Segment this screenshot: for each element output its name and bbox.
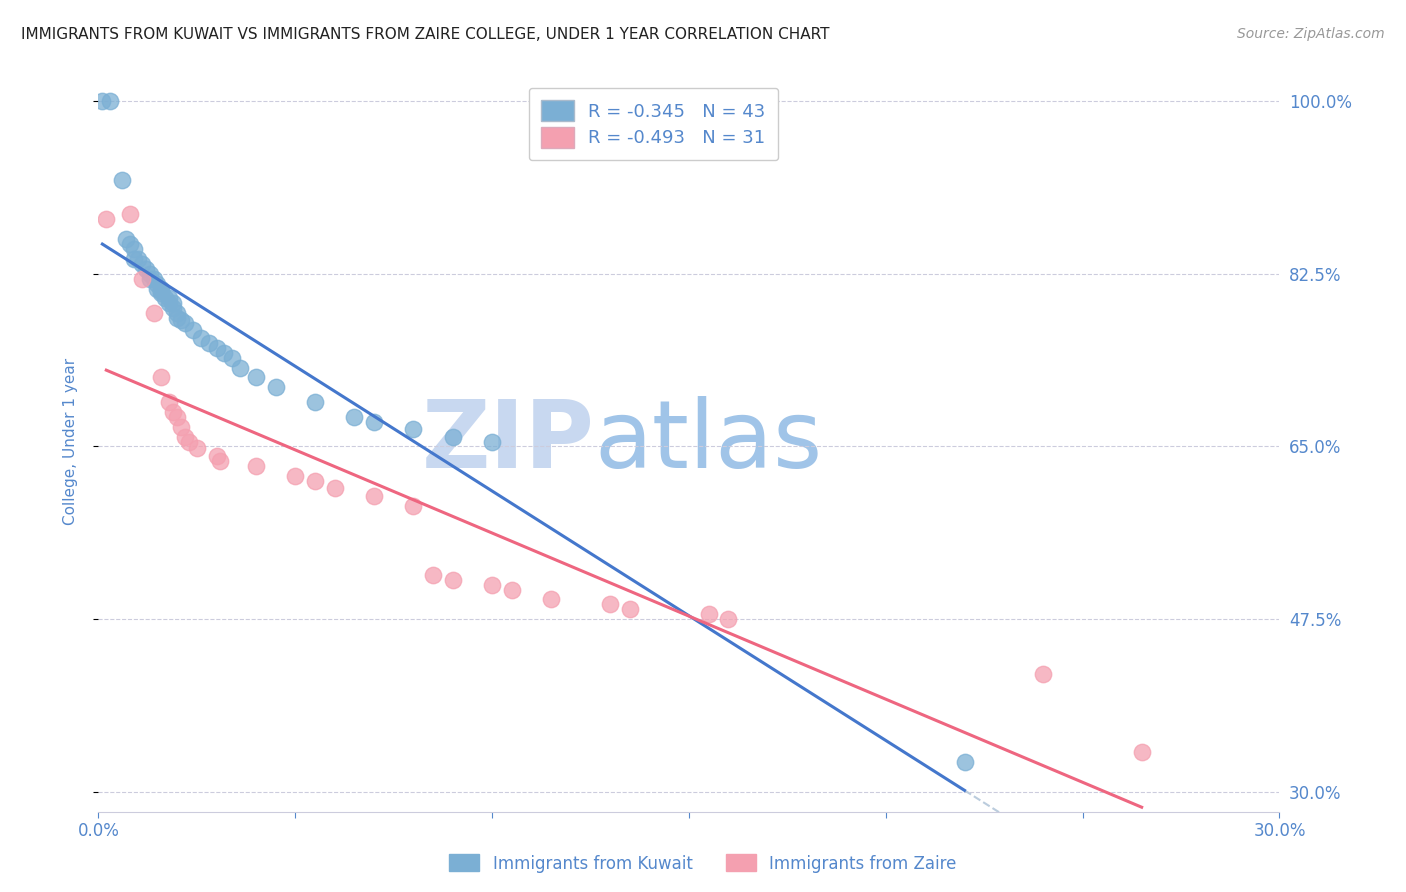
Point: [118, 237, 141, 252]
Point: [162, 405, 184, 419]
Point: [135, 261, 157, 276]
Point: [157, 296, 180, 310]
Point: [323, 481, 346, 495]
Point: [229, 360, 252, 375]
Point: [441, 429, 464, 443]
Point: [1130, 746, 1153, 760]
Point: [245, 459, 267, 474]
Point: [131, 257, 153, 271]
Point: [441, 573, 464, 587]
Point: [122, 252, 145, 266]
Point: [205, 450, 228, 464]
Point: [146, 277, 169, 291]
Point: [501, 582, 523, 597]
Point: [162, 301, 184, 316]
Point: [115, 232, 138, 246]
Point: [304, 474, 326, 488]
Point: [150, 281, 173, 295]
Text: IMMIGRANTS FROM KUWAIT VS IMMIGRANTS FROM ZAIRE COLLEGE, UNDER 1 YEAR CORRELATIO: IMMIGRANTS FROM KUWAIT VS IMMIGRANTS FRO…: [21, 27, 830, 42]
Text: atlas: atlas: [595, 395, 823, 488]
Point: [209, 454, 232, 468]
Point: [1032, 666, 1054, 681]
Point: [343, 409, 366, 424]
Point: [96, 212, 118, 227]
Point: [619, 602, 641, 616]
Point: [155, 292, 177, 306]
Y-axis label: College, Under 1 year: College, Under 1 year: [63, 358, 77, 525]
Point: [599, 598, 621, 612]
Point: [186, 442, 208, 456]
Point: [174, 429, 197, 443]
Point: [697, 607, 720, 622]
Point: [150, 370, 173, 384]
Point: [402, 499, 425, 513]
Point: [170, 313, 193, 327]
Point: [197, 335, 219, 350]
Point: [481, 434, 503, 449]
Point: [98, 94, 121, 108]
Legend: R = -0.345   N = 43, R = -0.493   N = 31: R = -0.345 N = 43, R = -0.493 N = 31: [529, 87, 779, 161]
Point: [953, 756, 976, 770]
Point: [138, 267, 160, 281]
Text: ZIP: ZIP: [422, 395, 595, 488]
Point: [170, 419, 193, 434]
Point: [118, 207, 141, 221]
Point: [181, 323, 204, 337]
Point: [157, 292, 180, 306]
Point: [127, 252, 149, 266]
Point: [363, 489, 385, 503]
Point: [481, 577, 503, 591]
Point: [157, 395, 180, 409]
Point: [166, 409, 188, 424]
Point: [264, 380, 287, 394]
Point: [214, 345, 236, 359]
Point: [190, 331, 212, 345]
Point: [174, 316, 197, 330]
Point: [422, 567, 444, 582]
Point: [304, 395, 326, 409]
Point: [111, 173, 134, 187]
Point: [166, 311, 188, 326]
Text: Source: ZipAtlas.com: Source: ZipAtlas.com: [1237, 27, 1385, 41]
Point: [205, 341, 228, 355]
Point: [146, 281, 169, 295]
Point: [142, 306, 165, 320]
Point: [717, 612, 740, 626]
Point: [284, 469, 307, 483]
Point: [150, 286, 173, 301]
Legend: Immigrants from Kuwait, Immigrants from Zaire: Immigrants from Kuwait, Immigrants from …: [443, 847, 963, 880]
Point: [142, 271, 165, 285]
Point: [221, 351, 243, 365]
Point: [138, 271, 160, 285]
Point: [540, 592, 562, 607]
Point: [122, 242, 145, 256]
Point: [166, 306, 188, 320]
Point: [131, 271, 153, 285]
Point: [177, 434, 200, 449]
Point: [162, 296, 184, 310]
Point: [150, 284, 173, 298]
Point: [91, 94, 114, 108]
Point: [402, 422, 425, 436]
Point: [245, 370, 267, 384]
Point: [363, 415, 385, 429]
